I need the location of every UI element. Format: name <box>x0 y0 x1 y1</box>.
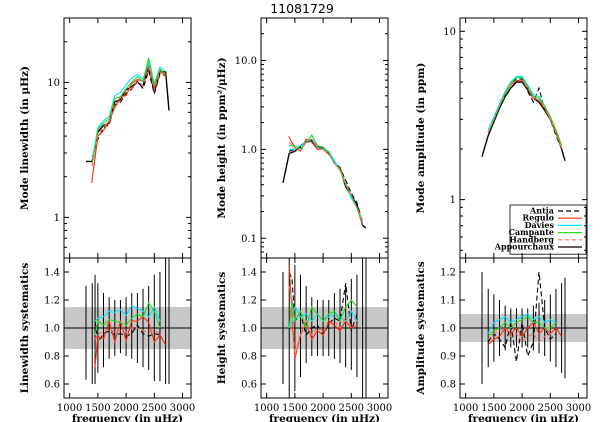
y-tick-label: 0.8 <box>440 380 456 391</box>
y-tick-label: 1.4 <box>241 268 257 279</box>
series-line-regulo <box>94 316 167 368</box>
y-tick-label: 0.8 <box>241 352 257 363</box>
y-axis-label: Mode height (in ppm²/μHz) <box>216 57 228 218</box>
chart-top-middle: 0.1 1.0 10.0 Mode height (in ppm²/μHz) <box>216 17 389 259</box>
x-tick-label: 3000 <box>566 403 591 414</box>
figure-title: 11081729 <box>270 1 334 16</box>
series-line-campante <box>487 316 557 337</box>
y-tick-label: 1.0 <box>440 324 456 335</box>
series-line-campante <box>487 77 563 146</box>
y-tick-label: 1 <box>450 195 456 206</box>
series-line-davies <box>91 60 166 160</box>
plot-frame <box>63 17 192 259</box>
chart-top-left: 1 10 Mode linewidth (in μHz) AntiaReguloDav… <box>19 17 587 259</box>
chart-bottom-right: 0.8 0.9 1.0 1.1 1.2 1000 1500 2000 2500 3000frequ… <box>415 257 591 422</box>
series-line-handberg <box>487 327 557 343</box>
series-line-handberg <box>91 65 166 167</box>
series-line-regulo <box>487 321 563 346</box>
y-tick-label: 1.0 <box>44 324 60 335</box>
x-tick-label: 1500 <box>481 403 506 414</box>
x-tick-label: 2000 <box>113 403 138 414</box>
x-tick-label: 2500 <box>142 403 167 414</box>
series-line-antia <box>91 68 166 158</box>
x-tick-label: 3000 <box>367 403 392 414</box>
y-tick-label: 1.4 <box>44 268 60 279</box>
x-tick-label: 2000 <box>509 403 534 414</box>
y-tick-label: 0.6 <box>241 380 257 391</box>
series-line-campante <box>91 57 166 164</box>
y-tick-label: 0.1 <box>241 234 257 245</box>
x-tick-label: 3000 <box>170 403 195 414</box>
y-axis-label: Mode linewidth (in μHz) <box>19 66 31 210</box>
legend-label-handberg: Handberg <box>509 234 554 244</box>
x-axis-label: frequency (in μHz) <box>269 413 380 422</box>
y-tick-label: 1.0 <box>241 145 257 156</box>
y-axis-label: Height systematics <box>216 272 228 385</box>
series-line-handberg <box>487 79 563 150</box>
legend-label-antia: Antia <box>529 206 554 216</box>
y-axis-label: Linewidth systematics <box>19 263 31 394</box>
y-tick-label: 0.8 <box>44 352 60 363</box>
y-tick-label: 1.2 <box>440 268 456 279</box>
series-line-appourchaux <box>282 139 367 229</box>
x-tick-label: 2500 <box>538 403 563 414</box>
series-line-handberg <box>288 138 364 223</box>
y-axis-label: Amplitude systematics <box>415 261 427 395</box>
x-tick-label: 1500 <box>85 403 110 414</box>
series-line-davies <box>487 313 557 334</box>
x-tick-label: 1500 <box>282 403 307 414</box>
y-tick-label: 0.9 <box>440 352 456 363</box>
legend-label-appourchaux: Appourchaux <box>494 242 554 252</box>
y-tick-label: 1.2 <box>241 296 257 307</box>
series-line-antia <box>487 78 563 150</box>
x-tick-label: 1000 <box>57 403 82 414</box>
series-line-handberg <box>94 327 161 340</box>
series-line-regulo <box>487 79 563 150</box>
y-tick-label: 1.1 <box>440 296 456 307</box>
legend-label-davies: Davies <box>525 220 555 230</box>
y-tick-label: 10 <box>443 27 456 38</box>
chart-bottom-left: 0.6 0.8 1.0 1.2 1.4 1000 1500 2000 2500 3000frequ… <box>19 257 195 422</box>
y-tick-label: 1.2 <box>44 296 60 307</box>
series-line-handberg <box>288 285 358 357</box>
y-axis-label: Mode amplitude (in ppm) <box>415 63 427 214</box>
series-line-campante <box>288 299 358 330</box>
legend-label-campante: Campante <box>509 227 554 237</box>
legend-box <box>509 204 587 255</box>
series-line-davies <box>94 304 161 322</box>
x-tick-label: 1000 <box>453 403 478 414</box>
series-line-regulo <box>288 264 358 359</box>
x-tick-label: 2500 <box>339 403 364 414</box>
y-tick-label: 1.0 <box>241 324 257 335</box>
y-tick-label: 1 <box>54 213 60 224</box>
series-line-antia <box>289 138 364 223</box>
x-tick-label: 1000 <box>254 403 279 414</box>
legend-label-regulo: Regulo <box>522 213 554 223</box>
plot-frame <box>260 17 389 259</box>
panels-group: 1 10 Mode linewidth (in μHz) AntiaReguloDav… <box>19 17 591 422</box>
y-tick-label: 0.6 <box>44 380 60 391</box>
series-line-campante <box>94 301 161 336</box>
x-axis-label: frequency (in μHz) <box>72 413 183 422</box>
y-tick-label: 10.0 <box>235 56 257 67</box>
series-line-antia <box>94 320 161 344</box>
x-tick-label: 2000 <box>310 403 335 414</box>
y-tick-label: 10 <box>47 78 60 89</box>
chart-top-right: 1 10 Mode amplitude (in ppm) <box>415 17 588 259</box>
x-axis-label: frequency (in μHz) <box>468 413 579 422</box>
chart-bottom-middle: 0.6 0.8 1.0 1.2 1.4 1000 1500 2000 2500 3000frequ… <box>216 257 392 422</box>
series-line-regulo <box>91 62 167 183</box>
